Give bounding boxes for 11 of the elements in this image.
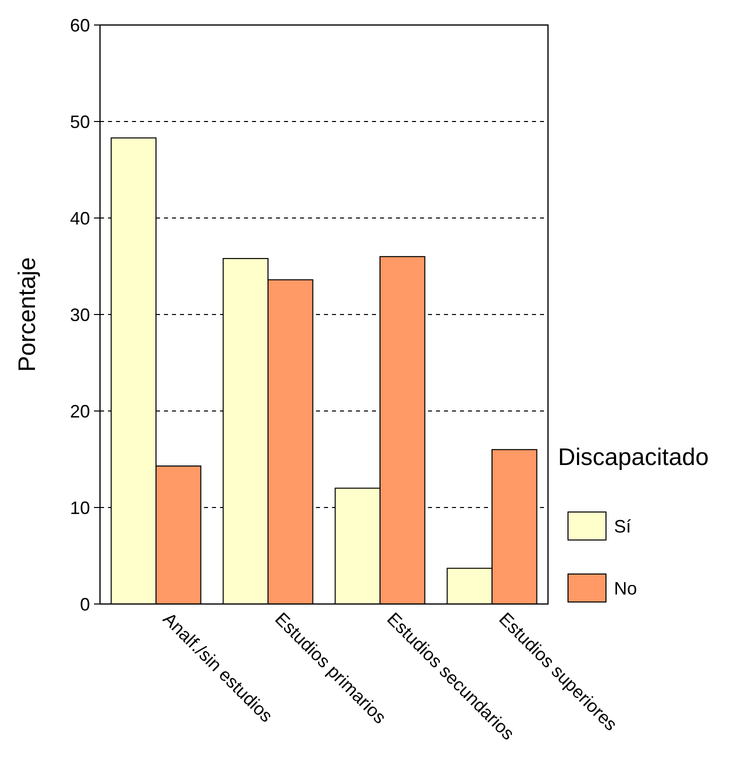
- y-tick-label: 20: [70, 401, 90, 422]
- y-tick-label: 10: [70, 498, 90, 518]
- y-tick-label: 60: [70, 15, 90, 36]
- y-tick-label: 40: [70, 208, 90, 228]
- y-axis-title: Porcentaje: [14, 257, 41, 372]
- y-tick-label: 30: [70, 304, 90, 325]
- y-tick-label: 50: [70, 112, 90, 132]
- legend-title: Discapacitado: [558, 444, 709, 471]
- legend-label: Sí: [614, 516, 632, 536]
- y-tick-label: 0: [80, 594, 90, 614]
- legend-label: No: [614, 578, 638, 598]
